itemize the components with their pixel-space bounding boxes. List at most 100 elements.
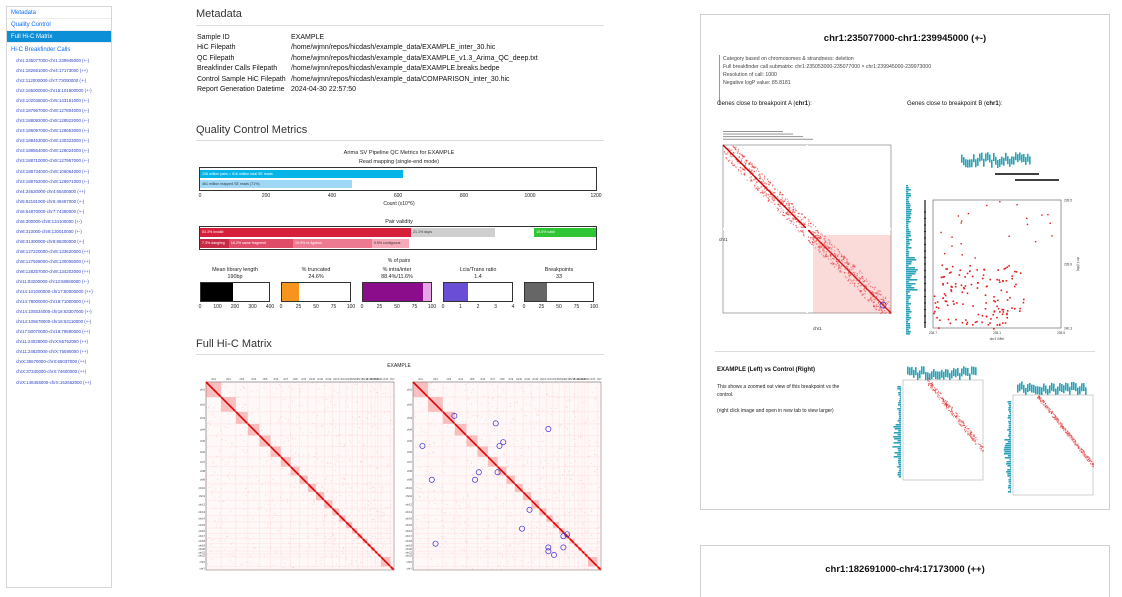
- nav-call-item[interactable]: chr8:128257000-chr8:134202000 (++): [16, 268, 91, 274]
- nav-call-item[interactable]: chr6:64870000-chr7:74390000 (+-): [16, 208, 85, 214]
- coverage-bar: [931, 371, 933, 380]
- contact-speckle: [547, 566, 549, 568]
- contact-pixel: [945, 400, 947, 402]
- contact-speckle: [217, 478, 218, 480]
- coverage-bar: [1005, 152, 1007, 161]
- coverage-bar: [1009, 459, 1011, 461]
- nav-call-item[interactable]: chr3:188762000-chr8:129971000 (+-): [16, 178, 90, 184]
- nav-call-item[interactable]: chrX:35570000-chrX:65037000 (++): [16, 359, 87, 365]
- contact-pixel: [1040, 397, 1042, 399]
- nav-call-item[interactable]: chr11:93200000-chr13:58860000 (+-): [16, 279, 89, 285]
- nav-call-item[interactable]: chr11:24028000-chrX:65752000 (++): [16, 339, 88, 345]
- track-header-text: [723, 133, 793, 135]
- contact-speckle: [571, 510, 572, 512]
- nav-call-item[interactable]: chr17:50070000-chr18:78590000 (++): [16, 329, 91, 335]
- nav-call-item[interactable]: chr14:78000000-chr18:71000000 (++): [16, 299, 91, 305]
- nav-call-item[interactable]: chr2:112000000-chr7:73000000 (+-): [16, 78, 87, 84]
- contact-speckle: [427, 452, 429, 454]
- nav-full-hic-matrix[interactable]: Full Hi-C Matrix: [7, 31, 111, 43]
- nav-call-item[interactable]: chr3:102036000-chr5:143161000 (+-): [16, 98, 90, 104]
- nav-call-item[interactable]: chr11:24820000-chrX:75590000 (++): [16, 349, 88, 355]
- nav-call-item[interactable]: chr3:188734000-chr8:106064000 (+-): [16, 168, 90, 174]
- contact-speckle: [553, 517, 555, 518]
- contact-speckle: [380, 492, 382, 494]
- contact-speckle: [486, 536, 488, 538]
- contact-pixel: [831, 244, 833, 246]
- coverage-bar: [906, 247, 912, 249]
- coverage-bar: [899, 400, 901, 402]
- contact-speckle: [245, 495, 247, 497]
- nav-call-item[interactable]: chr5:92191000-chr5:49497000 (+-): [16, 198, 85, 204]
- contact-speckle: [477, 479, 479, 481]
- contact-pixel: [813, 231, 815, 233]
- nav-call-item[interactable]: chr8:127928000-chr8:130006000 (++): [16, 258, 91, 264]
- contact-pixel: [751, 165, 754, 167]
- nav-call-item[interactable]: chr3:187967000-chr8:127804000 (+-): [16, 108, 90, 114]
- nav-call-item[interactable]: chr8:31300000-chr8:86300000 (+-): [16, 238, 85, 244]
- contact-pixel: [743, 174, 745, 176]
- contact-pixel: [811, 241, 813, 243]
- contact-pixel: [1041, 214, 1043, 216]
- coverage-bar: [906, 207, 911, 209]
- nav-call-item[interactable]: chr2:165000000-chr15:101900000 (+-): [16, 88, 92, 94]
- nav-call-item[interactable]: chr14:105678000-chr18:63110000 (+-): [16, 319, 92, 325]
- contact-pixel: [962, 420, 964, 422]
- contact-pixel: [879, 298, 881, 300]
- contact-pixel: [1090, 461, 1092, 463]
- contact-speckle: [255, 491, 257, 493]
- nav-call-item[interactable]: chr3:188710000-chr8:127957000 (+-): [16, 158, 90, 164]
- nav-call-item[interactable]: chr8:310000-chr8:130010000 (+-): [16, 228, 82, 234]
- metadata-divider: [196, 25, 604, 26]
- nav-call-item[interactable]: chr1:235077000-chr1:239945000 (+-): [16, 58, 90, 63]
- contact-pixel: [976, 287, 979, 289]
- contact-pixel: [852, 282, 854, 284]
- compare-control-matrix[interactable]: [997, 375, 1102, 505]
- nav-metadata[interactable]: Metadata: [7, 7, 111, 19]
- nav-call-item[interactable]: chr14:105534000-chr18:63307000 (+-): [16, 309, 92, 315]
- contact-pixel: [877, 302, 880, 304]
- contact-pixel: [1054, 414, 1056, 416]
- compare-sample-matrix[interactable]: [887, 360, 992, 490]
- nav-call-item[interactable]: chr6:300000-chr8:134100000 (+-): [16, 218, 82, 224]
- contact-speckle: [526, 429, 528, 431]
- contact-speckle: [308, 543, 310, 545]
- nav-call-item[interactable]: chr3:188092000-chr8:128522000 (+-): [16, 118, 90, 124]
- nav-call-item[interactable]: chr1:182691000-chr4:17173000 (++): [16, 68, 88, 74]
- contact-pixel: [1092, 462, 1094, 464]
- nav-call-item[interactable]: chr14:101000000-chr17:50000000 (++): [16, 289, 93, 295]
- contact-speckle: [520, 455, 522, 456]
- contact-pixel: [937, 307, 940, 309]
- contact-speckle: [463, 530, 464, 531]
- contact-speckle: [416, 556, 417, 558]
- contact-speckle: [510, 512, 512, 513]
- nav-call-item[interactable]: chr3:188453000-chr8:130323000 (+-): [16, 138, 90, 144]
- contact-speckle: [372, 543, 373, 545]
- nav-call-item[interactable]: chr3:188564000-chr8:128024000 (+-): [16, 148, 90, 154]
- contact-pixel: [728, 149, 731, 151]
- contact-pixel: [1089, 460, 1091, 462]
- contact-pixel: [851, 280, 854, 282]
- contact-speckle: [503, 526, 505, 528]
- contact-speckle: [467, 417, 469, 418]
- pair-validity-segment-label: 7.3% dangling: [202, 241, 225, 245]
- contact-pixel: [771, 197, 773, 199]
- contact-pixel: [1061, 425, 1063, 427]
- contact-speckle: [392, 461, 394, 463]
- nav-call-item[interactable]: chrX:148455000-chrX:152652000 (++): [16, 379, 92, 385]
- nav-call-item[interactable]: chrX:37340000-chrX:74600000 (++): [16, 369, 87, 375]
- nav-call-item[interactable]: chr4:34620000-chr4:65400000 (++): [16, 188, 86, 194]
- contact-speckle: [347, 529, 349, 531]
- contact-speckle: [494, 428, 495, 429]
- contact-speckle: [348, 487, 350, 489]
- contact-pixel: [938, 392, 940, 394]
- nav-call-item[interactable]: chr3:188097000-chr8:128653000 (+-): [16, 128, 90, 134]
- contact-pixel: [973, 440, 975, 442]
- contact-speckle: [499, 506, 501, 508]
- contact-pixel: [855, 275, 857, 278]
- contact-pixel: [974, 439, 976, 441]
- contact-speckle: [525, 415, 527, 417]
- contact-pixel: [1058, 422, 1060, 424]
- metric-tick: 0: [441, 304, 445, 310]
- nav-call-item[interactable]: chr8:127220000-chr8:133620000 (++): [16, 248, 91, 254]
- nav-quality-control[interactable]: Quality Control: [7, 19, 111, 31]
